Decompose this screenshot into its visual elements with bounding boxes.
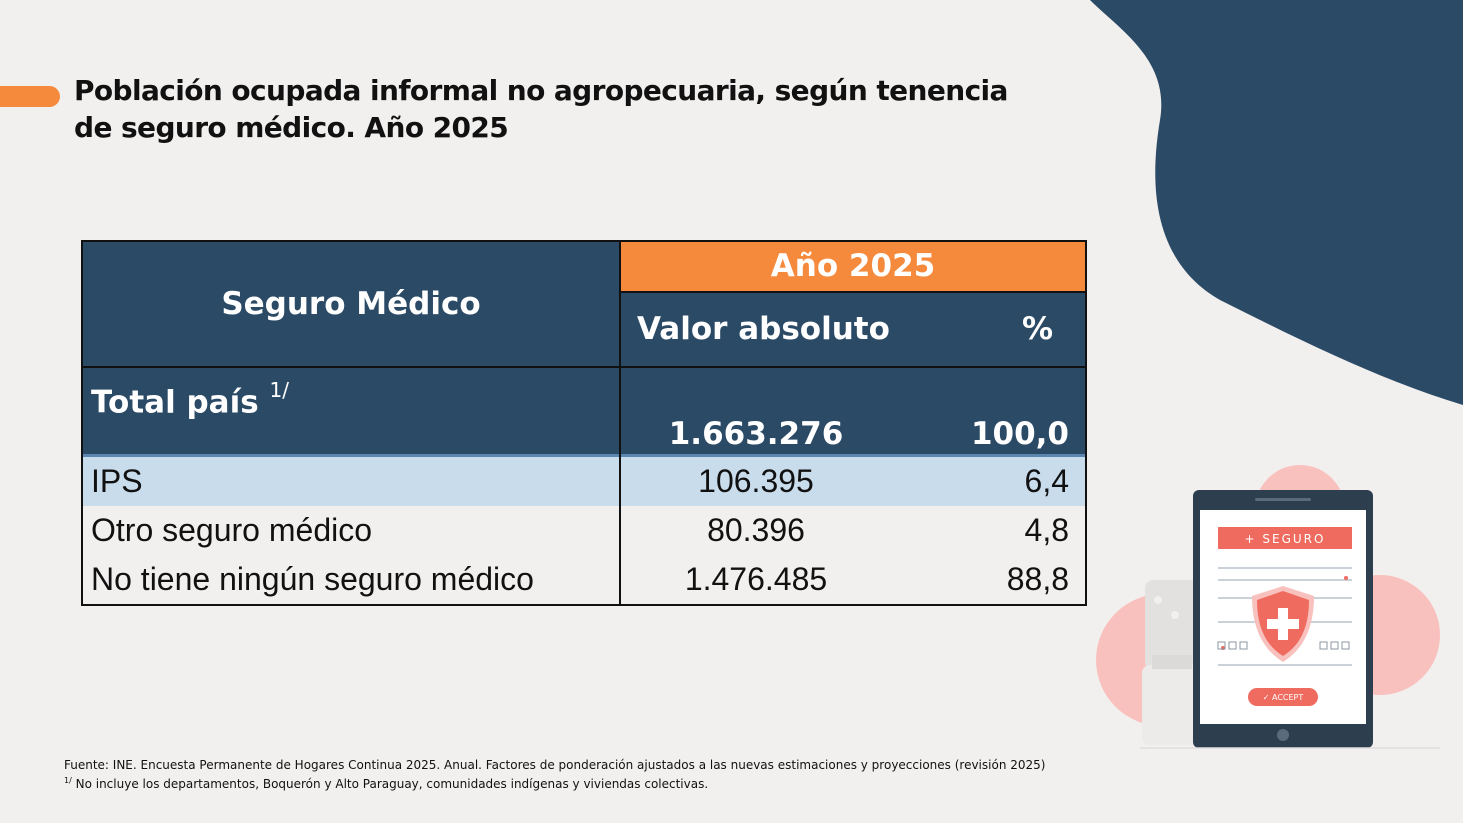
row-abs: 1.476.485 — [684, 561, 828, 597]
footnote: Fuente: INE. Encuesta Permanente de Hoga… — [64, 758, 1045, 792]
title-line-1: Población ocupada informal no agropecuar… — [74, 74, 1008, 107]
exclusion-note: 1/ No incluye los departamentos, Boqueró… — [64, 773, 1045, 792]
shield-cross-icon — [1252, 586, 1314, 662]
insurance-table: Seguro Médico Año 2025 Valor absoluto % … — [81, 240, 1087, 606]
header-category: Seguro Médico — [81, 240, 621, 368]
row-label: Otro seguro médico — [81, 506, 621, 555]
note-text: No incluye los departamentos, Boquerón y… — [71, 777, 709, 791]
banner-label: + SEGURO — [1245, 532, 1326, 546]
insurance-tablet-illustration: + SEGURO ✓ ACCEPT — [1096, 465, 1440, 749]
header-sub: Valor absoluto % — [619, 290, 1087, 369]
row-pct: 6,4 — [1024, 463, 1069, 499]
accept-button: ✓ ACCEPT — [1263, 693, 1304, 702]
total-values: 1.663.276 100,0 — [620, 367, 1087, 454]
header-year: Año 2025 — [619, 240, 1087, 293]
total-label-cell: Total país 1/ — [81, 367, 621, 454]
row-pct: 88,8 — [1006, 561, 1069, 597]
table-row-total: Total país 1/ 1.663.276 100,0 — [81, 367, 1087, 454]
note-mark: 1/ — [64, 776, 72, 785]
separator — [81, 454, 1087, 457]
source-note: Fuente: INE. Encuesta Permanente de Hoga… — [64, 758, 1046, 772]
total-pct: 100,0 — [970, 416, 1069, 452]
row-label: IPS — [81, 457, 621, 506]
accent-bar — [0, 86, 60, 107]
row-abs: 80.396 — [707, 512, 805, 548]
row-label: No tiene ningún seguro médico — [81, 555, 621, 606]
table-row: No tiene ningún seguro médico 1.476.485 … — [81, 555, 1087, 606]
table-row: IPS 106.395 6,4 — [81, 457, 1087, 506]
row-pct: 4,8 — [1024, 512, 1069, 548]
header-pct: % — [1021, 311, 1053, 348]
table-row: Otro seguro médico 80.396 4,8 — [81, 506, 1087, 555]
title-line-2: de seguro médico. Año 2025 — [74, 111, 509, 144]
header-abs: Valor absoluto — [637, 311, 890, 348]
total-label: Total país — [91, 384, 259, 421]
total-note-mark: 1/ — [269, 378, 289, 402]
page-title: Población ocupada informal no agropecuar… — [74, 72, 1064, 146]
row-abs: 106.395 — [698, 463, 814, 499]
total-abs: 1.663.276 — [668, 416, 844, 452]
